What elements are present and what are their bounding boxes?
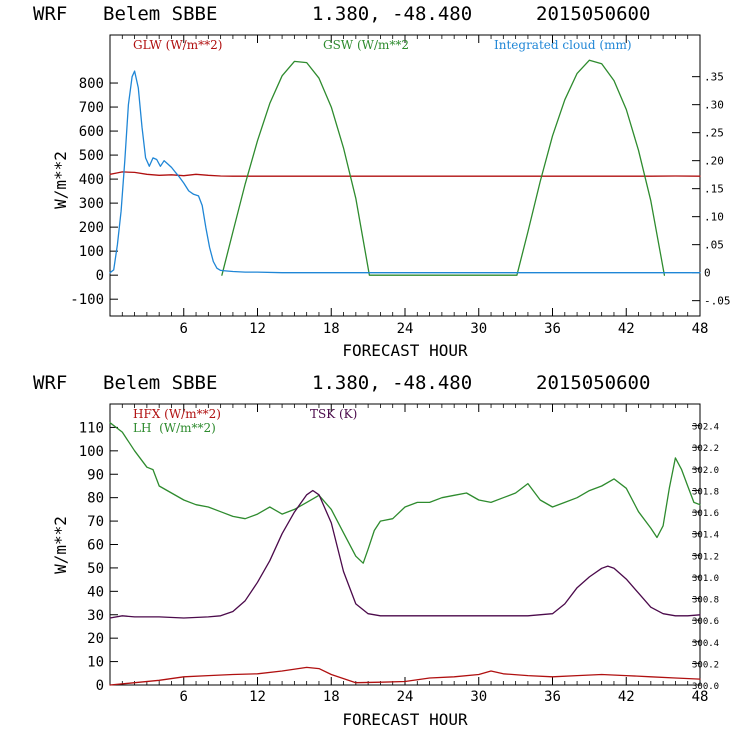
x-tick-label: 42 [618, 689, 635, 705]
legend-hfx: HFX (W/m**2) [133, 407, 221, 421]
y2-tick-label: 301.4 [692, 531, 719, 541]
y2-tick-label: 302.2 [692, 444, 719, 454]
legend-gsw: GSW (W/m**2 [323, 38, 409, 52]
x-tick-label: 6 [180, 321, 188, 337]
x-tick-label: 12 [249, 321, 266, 337]
y-tick-label: 0 [96, 678, 104, 694]
y2-tick-label: 300.8 [692, 596, 719, 606]
x-tick-label: 6 [180, 689, 188, 705]
y-tick-label: 0 [96, 268, 104, 284]
x-tick-label: 30 [470, 689, 487, 705]
panel2-station: Belem SBBE [103, 372, 217, 394]
panel1-coords: 1.380, -48.480 [312, 3, 472, 25]
y2-tick-label: 301.0 [692, 574, 719, 584]
y2-tick-label: 300.6 [692, 617, 719, 627]
legend-lh: LH (W/m**2) [133, 421, 216, 435]
panel2-coords: 1.380, -48.480 [312, 372, 472, 394]
x-tick-label: 12 [249, 689, 266, 705]
y-tick-label: 110 [79, 420, 104, 436]
legend-glw: GLW (W/m**2) [133, 38, 222, 52]
y2-tick-label: 300.2 [692, 660, 719, 670]
y2-tick-label: 301.8 [692, 487, 719, 497]
y-tick-label: 700 [79, 100, 104, 116]
panel2-axes: 6 12 18 24 30 36 42 48 0 10 20 30 40 50 60 70 80 90 100 110… [79, 404, 719, 705]
series-line-integrated [109, 70, 701, 274]
y2-tick-label: 302.4 [692, 423, 719, 433]
panel2-run: 2015050600 [536, 372, 650, 394]
y-tick-label: 200 [79, 220, 104, 236]
y2-tick-label: .10 [704, 211, 724, 224]
y2-tick-label: .30 [704, 99, 724, 112]
y-tick-label: 90 [87, 467, 104, 483]
y-tick-label: 20 [87, 631, 104, 647]
panel1-axes: 6 12 18 24 30 36 42 48 -100 0 100 200 300 400 500 600 70… [70, 35, 731, 337]
panel1-station: Belem SBBE [103, 3, 217, 25]
y-tick-label: 600 [79, 124, 104, 140]
y-tick-label: 800 [79, 76, 104, 92]
y2-tick-label: .25 [704, 127, 724, 140]
y2-tick-label: 0 [704, 267, 711, 280]
y-tick-label: 100 [79, 244, 104, 260]
y-tick-label: -100 [70, 292, 104, 308]
y-tick-label: 100 [79, 444, 104, 460]
panel2-model: WRF [33, 372, 67, 394]
y2-tick-label: 302.0 [692, 466, 719, 476]
panel1-xlabel: FORECAST HOUR [342, 341, 468, 360]
y2-tick-label: .35 [704, 71, 724, 84]
y-tick-label: 70 [87, 514, 104, 530]
series-line-glw [109, 171, 701, 177]
y-tick-label: 10 [87, 655, 104, 671]
panel1-model: WRF [33, 3, 67, 25]
series-line-tsk [109, 489, 701, 619]
y2-tick-label: 300.4 [692, 639, 719, 649]
y-tick-label: 30 [87, 608, 104, 624]
x-tick-label: 48 [692, 321, 709, 337]
x-tick-label: 18 [323, 689, 340, 705]
panel2-frame [109, 403, 701, 686]
x-tick-label: 42 [618, 321, 635, 337]
x-tick-label: 36 [544, 689, 561, 705]
y2-tick-label: 301.2 [692, 552, 719, 562]
y-tick-label: 60 [87, 538, 104, 554]
legend-tsk: TSK (K) [310, 407, 357, 421]
y-tick-label: 50 [87, 561, 104, 577]
panel2-series [109, 422, 701, 686]
legend-cloud: Integrated cloud (mm) [494, 38, 632, 52]
y-tick-label: 500 [79, 148, 104, 164]
y-tick-label: 300 [79, 196, 104, 212]
panel1-series [109, 59, 701, 276]
panel1-ylabel: W/m**2 [51, 151, 70, 209]
x-tick-label: 18 [323, 321, 340, 337]
y-tick-label: 400 [79, 172, 104, 188]
y2-tick-label: .15 [704, 183, 724, 196]
panel1-run: 2015050600 [536, 3, 650, 25]
x-tick-label: 36 [544, 321, 561, 337]
series-line-lh [109, 422, 701, 564]
y2-tick-label: 300.0 [692, 682, 719, 692]
x-tick-label: 24 [397, 689, 414, 705]
y2-tick-label: .20 [704, 155, 724, 168]
x-tick-label: 30 [470, 321, 487, 337]
x-tick-label: 48 [692, 689, 709, 705]
panel2-ylabel: W/m**2 [51, 516, 70, 574]
y-tick-label: 80 [87, 491, 104, 507]
x-tick-label: 24 [397, 321, 414, 337]
y2-tick-label: -.05 [704, 295, 731, 308]
series-line-gsw [221, 59, 666, 276]
y2-tick-label: 301.6 [692, 509, 719, 519]
panel2-xlabel: FORECAST HOUR [342, 710, 468, 729]
y2-tick-label: .05 [704, 239, 724, 252]
y-tick-label: 40 [87, 584, 104, 600]
series-line-hfx [109, 666, 701, 686]
